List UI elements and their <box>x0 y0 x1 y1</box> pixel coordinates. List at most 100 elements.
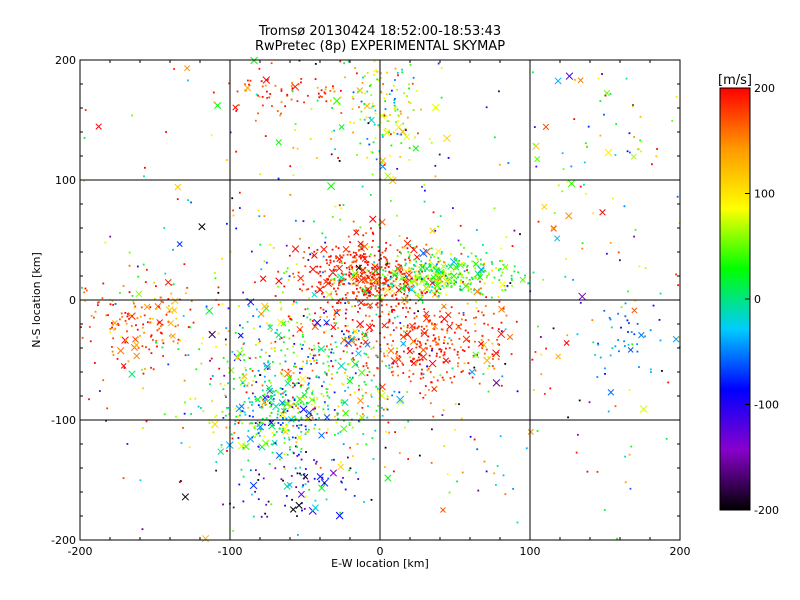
data-point <box>272 398 275 400</box>
data-point <box>296 382 299 385</box>
data-point <box>314 499 317 502</box>
data-point-x <box>449 258 458 266</box>
data-point <box>483 460 486 463</box>
data-point <box>341 330 343 333</box>
data-point <box>128 291 131 294</box>
data-point <box>277 391 279 394</box>
data-point <box>370 106 373 109</box>
data-point-x <box>563 339 570 346</box>
data-point <box>212 91 215 94</box>
data-point <box>286 348 289 350</box>
data-point <box>303 507 306 510</box>
data-point <box>474 340 476 343</box>
data-point <box>535 165 538 168</box>
data-point <box>474 369 477 372</box>
data-point <box>393 84 395 87</box>
data-point <box>482 243 484 246</box>
data-point-x <box>120 363 127 369</box>
data-point <box>432 415 435 418</box>
data-point <box>517 271 520 274</box>
data-point <box>424 262 427 265</box>
data-point <box>387 285 390 287</box>
data-point <box>405 330 408 333</box>
data-point <box>214 277 217 280</box>
data-point <box>350 272 352 275</box>
data-point-x <box>297 490 305 498</box>
data-point <box>432 334 435 337</box>
data-point <box>290 474 293 477</box>
data-point <box>307 428 310 431</box>
data-point <box>292 146 295 149</box>
data-point <box>255 433 258 436</box>
data-point <box>328 396 331 399</box>
data-point <box>407 257 410 259</box>
data-point <box>273 394 276 396</box>
data-point <box>339 60 342 63</box>
data-point <box>242 475 245 478</box>
data-point <box>476 448 479 451</box>
data-point <box>396 354 399 357</box>
data-point <box>309 413 312 416</box>
data-point <box>309 412 312 415</box>
data-point <box>408 254 411 256</box>
data-point-x <box>353 229 360 236</box>
data-point <box>408 158 411 161</box>
data-point <box>478 277 481 279</box>
data-point <box>292 424 295 427</box>
data-point <box>316 99 319 102</box>
data-point <box>349 446 352 449</box>
data-point <box>257 498 260 501</box>
data-point <box>389 199 392 202</box>
data-point <box>395 326 398 329</box>
data-point <box>351 290 354 293</box>
data-point-x <box>365 323 374 332</box>
data-point <box>399 283 402 285</box>
data-point <box>286 267 289 270</box>
x-tick-label: -100 <box>218 545 243 558</box>
data-point <box>462 311 465 314</box>
data-point <box>431 323 433 326</box>
data-point <box>337 417 339 420</box>
data-point <box>186 286 189 289</box>
data-point <box>111 350 114 353</box>
data-point <box>549 387 552 390</box>
data-point <box>305 390 308 392</box>
data-point <box>398 115 400 118</box>
data-point <box>402 325 405 327</box>
data-point <box>451 343 454 346</box>
data-point <box>620 306 623 309</box>
data-point <box>200 342 203 345</box>
data-point <box>493 207 496 210</box>
data-point <box>324 371 326 374</box>
data-point <box>386 262 389 265</box>
data-point <box>633 333 636 336</box>
data-point <box>467 362 470 365</box>
data-point <box>289 317 291 320</box>
data-point <box>434 293 436 296</box>
data-point <box>434 164 437 167</box>
data-point <box>390 290 393 292</box>
data-point <box>354 276 356 278</box>
data-point <box>384 279 387 282</box>
data-point <box>197 405 200 408</box>
data-point <box>242 291 245 294</box>
data-point <box>366 281 369 284</box>
data-point <box>438 276 440 279</box>
data-point <box>451 207 454 209</box>
data-point <box>336 302 338 304</box>
data-point <box>232 506 235 509</box>
data-point-x <box>227 366 235 374</box>
data-point <box>125 322 128 325</box>
data-point <box>273 347 276 349</box>
data-point <box>124 341 127 344</box>
data-point <box>667 381 670 384</box>
data-point <box>656 148 658 150</box>
data-point <box>408 83 410 86</box>
data-point <box>586 470 589 473</box>
data-point <box>404 296 407 299</box>
data-point <box>266 78 269 81</box>
data-point <box>450 285 453 288</box>
data-point-x <box>111 320 118 326</box>
data-point <box>346 292 349 294</box>
data-point <box>280 306 283 309</box>
